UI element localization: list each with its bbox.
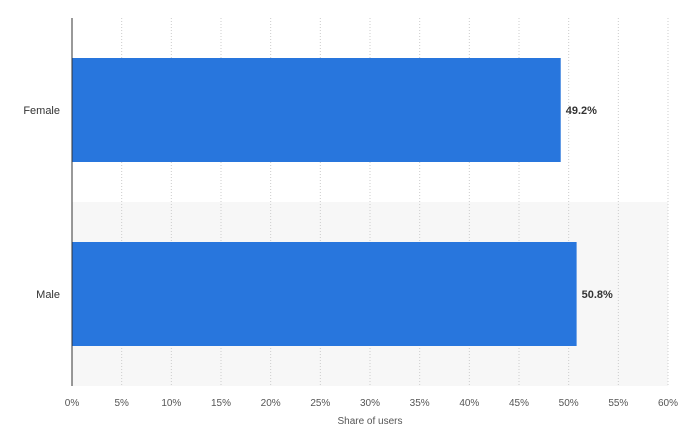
value-label-male: 50.8% [582, 289, 613, 301]
x-tick-labels: 0% 5% 10% 15% 20% 25% 30% 35% 40% 45% 50% 55% 60% [65, 398, 678, 409]
category-label-female: Female [23, 105, 60, 117]
category-label-male: Male [36, 289, 60, 301]
x-tick-label-35: 35% [410, 398, 430, 409]
x-tick-label-10: 10% [161, 398, 181, 409]
bar-female[interactable] [72, 58, 561, 162]
x-tick-label-30: 30% [360, 398, 380, 409]
x-tick-label-45: 45% [509, 398, 529, 409]
x-tick-label-25: 25% [310, 398, 330, 409]
x-tick-label-0: 0% [65, 398, 80, 409]
x-tick-label-50: 50% [559, 398, 579, 409]
x-axis-title: Share of users [337, 416, 402, 427]
labels-layer: Female 49.2% Male 50.8% [23, 105, 613, 301]
x-tick-label-55: 55% [608, 398, 628, 409]
value-label-female: 49.2% [566, 105, 597, 117]
x-tick-label-5: 5% [114, 398, 129, 409]
x-tick-label-15: 15% [211, 398, 231, 409]
bar-male[interactable] [72, 242, 577, 346]
x-tick-label-40: 40% [459, 398, 479, 409]
bars-layer [72, 58, 577, 346]
x-tick-label-60: 60% [658, 398, 678, 409]
x-tick-label-20: 20% [261, 398, 281, 409]
